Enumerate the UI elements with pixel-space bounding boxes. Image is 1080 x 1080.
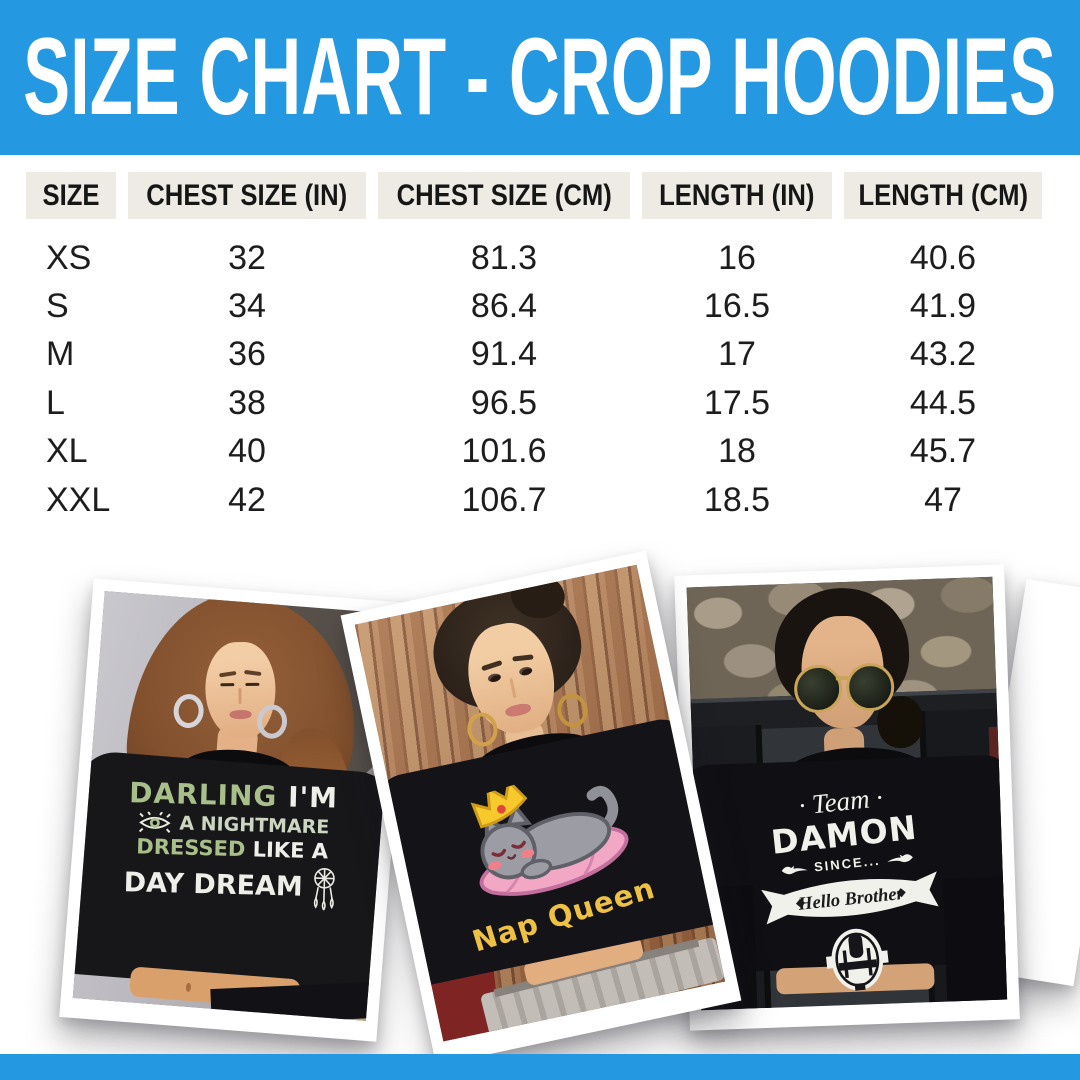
cell-size: XL	[46, 432, 88, 471]
cell-length-cm: 43.2	[909, 335, 977, 374]
crown-icon	[470, 778, 528, 829]
print-line-2: A NIGHTMARE	[106, 811, 360, 840]
cell-chest-in: 36	[228, 335, 266, 374]
cell-length-cm: 47	[924, 480, 962, 519]
size-table: SIZE CHEST SIZE (IN) CHEST SIZE (CM) LEN…	[26, 172, 1054, 524]
cell-size: S	[46, 287, 69, 326]
nose	[509, 678, 517, 699]
eye	[220, 683, 235, 687]
photo-team-damon-hoodie: · Team · DAMON SINCE... Hello Brother	[674, 564, 1020, 1031]
eyebrow	[481, 659, 503, 672]
cat-tail	[586, 785, 619, 838]
cell-size: XS	[46, 238, 92, 277]
cell-chest-cm: 91.4	[470, 335, 538, 374]
cell-chest-in: 34	[228, 287, 266, 326]
table-row: L 38 96.5 17.5 44.5	[26, 379, 1054, 427]
hoodie-print-team-damon: · Team · DAMON SINCE... Hello Brother	[745, 777, 956, 1011]
print-word-dressed: DRESSED	[136, 834, 246, 862]
cell-chest-cm: 86.4	[470, 287, 538, 326]
cat-paw	[520, 858, 553, 880]
cell-length-in: 18	[718, 432, 756, 471]
hoodie-print-darling: DARLING I'M A NIGHTMARE	[104, 776, 361, 911]
ribbon-banner: Hello Brother	[761, 871, 939, 925]
cell-chest-in: 42	[228, 480, 266, 519]
print-word-nightmare: A NIGHTMARE	[179, 812, 330, 839]
cell-chest-in: 32	[228, 238, 266, 277]
cell-length-in: 16	[718, 238, 756, 277]
header-banner: SIZE CHART - CROP HOODIES	[0, 0, 1080, 155]
table-row: M 36 91.4 17 43.2	[26, 331, 1054, 379]
table-body: XS 32 81.3 16 40.6 S 34 86.4 16.5 41.9 M…	[26, 234, 1054, 524]
family-crest-icon	[825, 928, 889, 991]
photo-nap-queen-hoodie: Nap Queen	[340, 550, 742, 1066]
table-row: XL 40 101.6 18 45.7	[26, 428, 1054, 476]
cell-length-cm: 44.5	[909, 383, 977, 422]
eyebrow	[219, 670, 237, 678]
table-row: XS 32 81.3 16 40.6	[26, 234, 1054, 282]
cell-size: L	[46, 383, 65, 422]
lips	[229, 709, 252, 720]
column-header-length-in: LENGTH (IN)	[642, 172, 832, 219]
closed-eyes	[491, 840, 526, 857]
bird-icon	[781, 865, 808, 874]
bird-icon	[887, 853, 914, 862]
sunglasses-bridge	[835, 675, 848, 681]
cell-size: M	[46, 335, 75, 374]
print-line-1: DARLING I'M	[106, 776, 361, 815]
cell-chest-cm: 96.5	[470, 383, 538, 422]
dark-bottoms	[210, 981, 382, 1021]
eyebrow	[244, 669, 262, 677]
print-word-daydream: DAY DREAM	[123, 866, 304, 903]
eye	[518, 665, 533, 677]
eye	[487, 672, 502, 684]
bottom-accent-bar	[0, 1054, 1080, 1080]
cell-chest-in: 38	[228, 383, 266, 422]
print-word-darling: DARLING	[128, 776, 278, 814]
cell-length-cm: 45.7	[909, 432, 977, 471]
cell-length-in: 18.5	[703, 480, 771, 519]
cell-length-in: 17.5	[703, 383, 771, 422]
dreamcatcher-icon	[313, 867, 335, 911]
cell-length-in: 17	[718, 335, 756, 374]
column-header-chest-cm: CHEST SIZE (CM)	[378, 172, 630, 219]
table-row: XXL 42 106.7 18.5 47	[26, 476, 1054, 524]
eye	[245, 682, 260, 687]
photo-damon-content: · Team · DAMON SINCE... Hello Brother	[686, 576, 1008, 1011]
cell-chest-in: 40	[228, 432, 266, 471]
nap-queen-cat-illustration	[470, 778, 629, 896]
cell-chest-cm: 106.7	[461, 480, 547, 519]
cell-chest-cm: 81.3	[470, 238, 538, 277]
column-header-size: SIZE	[26, 172, 116, 219]
print-word-im: I'M	[287, 780, 339, 815]
cell-length-cm: 41.9	[909, 287, 977, 326]
cell-size: XXL	[46, 480, 111, 519]
lips	[504, 702, 533, 719]
cell-chest-cm: 101.6	[461, 432, 547, 471]
cell-length-in: 16.5	[703, 287, 771, 326]
page-title: SIZE CHART - CROP HOODIES	[23, 15, 1057, 138]
print-since-row: SINCE...	[752, 846, 943, 881]
photo-darling-hoodie: DARLING I'M A NIGHTMARE	[59, 578, 411, 1042]
table-row: S 34 86.4 16.5 41.9	[26, 282, 1054, 330]
eyebrow	[512, 654, 534, 662]
nose	[238, 688, 242, 705]
column-header-chest-in: CHEST SIZE (IN)	[128, 172, 366, 219]
table-header-row: SIZE CHEST SIZE (IN) CHEST SIZE (CM) LEN…	[26, 172, 1054, 219]
column-header-length-cm: LENGTH (CM)	[844, 172, 1042, 219]
print-word-likea: LIKE A	[252, 837, 329, 864]
cell-length-cm: 40.6	[909, 238, 977, 277]
print-line-4: DAY DREAM	[104, 860, 359, 911]
photo-darling-content: DARLING I'M A NIGHTMARE	[72, 591, 398, 1021]
photo-nap-content: Nap Queen	[354, 564, 726, 1042]
eye-icon	[138, 811, 171, 834]
